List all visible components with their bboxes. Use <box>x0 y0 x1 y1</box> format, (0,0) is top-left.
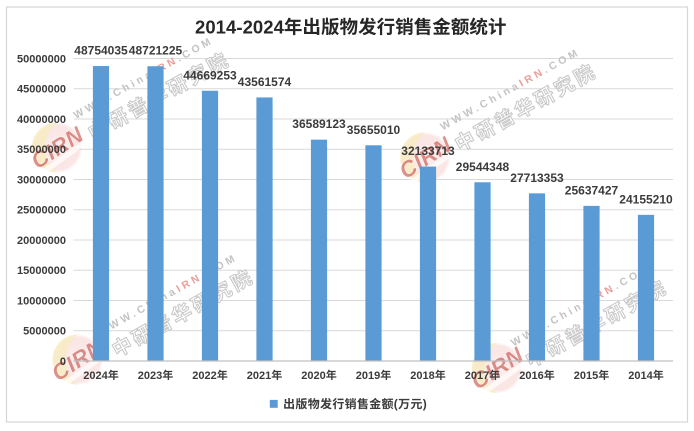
svg-text:29544348: 29544348 <box>456 160 510 174</box>
svg-text:35000000: 35000000 <box>17 144 66 156</box>
svg-text:43561574: 43561574 <box>238 75 292 89</box>
svg-text:44669253: 44669253 <box>183 68 237 82</box>
svg-text:2024: 2024 <box>83 370 108 382</box>
svg-text:2023: 2023 <box>138 370 162 382</box>
svg-text:2022: 2022 <box>192 370 216 382</box>
svg-text:40000000: 40000000 <box>17 114 66 126</box>
svg-text:30000000: 30000000 <box>17 174 66 186</box>
svg-text:24155210: 24155210 <box>619 192 673 206</box>
svg-text:45000000: 45000000 <box>17 84 66 96</box>
svg-text:2015: 2015 <box>574 370 598 382</box>
svg-text:35655010: 35655010 <box>347 123 401 137</box>
svg-text:20000000: 20000000 <box>17 235 66 247</box>
svg-text:2014-2024: 2014-2024 <box>195 16 285 37</box>
svg-text:2020: 2020 <box>301 370 325 382</box>
svg-text:2018: 2018 <box>410 370 434 382</box>
svg-text:25637427: 25637427 <box>565 183 619 197</box>
svg-text:10000000: 10000000 <box>17 295 66 307</box>
svg-text:32133713: 32133713 <box>401 144 455 158</box>
svg-text:): ) <box>423 397 427 411</box>
svg-text:50000000: 50000000 <box>17 53 66 65</box>
svg-text:36589123: 36589123 <box>292 117 346 131</box>
svg-text:2017: 2017 <box>465 370 489 382</box>
svg-text:0: 0 <box>60 356 66 368</box>
svg-text:15000000: 15000000 <box>17 265 66 277</box>
svg-text:(: ( <box>394 397 398 411</box>
svg-text:48721225: 48721225 <box>129 44 183 58</box>
svg-text:2019: 2019 <box>356 370 380 382</box>
svg-text:27713353: 27713353 <box>510 171 564 185</box>
svg-text:2021: 2021 <box>247 370 271 382</box>
svg-text:2016: 2016 <box>519 370 543 382</box>
svg-text:25000000: 25000000 <box>17 205 66 217</box>
svg-text:48754035: 48754035 <box>74 44 128 58</box>
svg-text:5000000: 5000000 <box>23 326 66 338</box>
svg-text:2014: 2014 <box>628 370 653 382</box>
